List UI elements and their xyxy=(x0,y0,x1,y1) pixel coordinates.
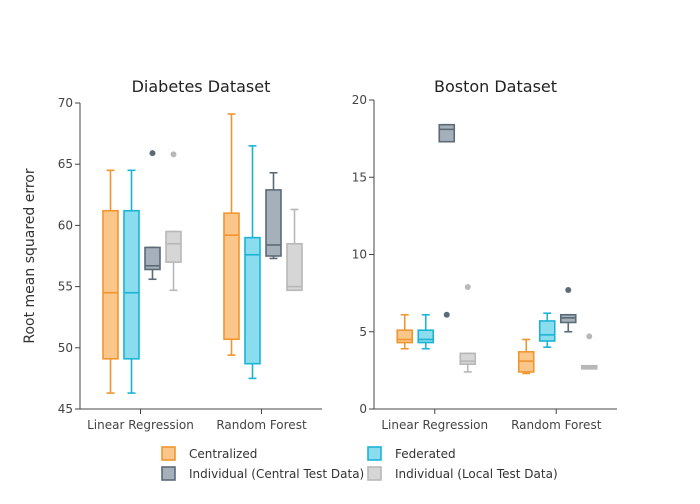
box-iqr xyxy=(459,352,477,365)
box-federated xyxy=(417,313,435,350)
box-iqr xyxy=(438,123,456,143)
outlier-point xyxy=(170,151,177,158)
legend-item: Centralized xyxy=(161,446,257,461)
chart-title: Diabetes Dataset xyxy=(132,77,271,96)
y-tick-label: 45 xyxy=(58,402,73,416)
box-iqr xyxy=(538,320,556,342)
box-federated xyxy=(538,312,556,349)
y-tick-label: 65 xyxy=(58,157,73,171)
box-centralized xyxy=(102,169,119,394)
y-tick-label: 15 xyxy=(352,170,367,184)
chart-panel-1: Diabetes Dataset 45 50 55 60 65 70 Root mean sq… xyxy=(22,77,322,432)
y-tick-label: 50 xyxy=(58,341,73,355)
y-tick-label: 55 xyxy=(58,280,73,294)
box-individual-local-test-data xyxy=(459,283,477,373)
box-individual-local-test-data xyxy=(286,208,303,292)
outlier-point xyxy=(565,287,572,294)
y-axis-label: Root mean squared error xyxy=(22,168,38,343)
legend-item: Federated xyxy=(367,446,456,461)
box-centralized xyxy=(396,313,414,350)
box-centralized xyxy=(517,338,535,375)
box-iqr xyxy=(165,230,182,263)
box-individual-central-test-data xyxy=(438,123,456,318)
outlier-point xyxy=(149,150,156,157)
box-iqr xyxy=(123,209,140,360)
box-individual-central-test-data xyxy=(144,150,161,281)
chart-panel-2: Boston Dataset 0 5 10 15 20 Linear Regression R… xyxy=(352,77,617,432)
y-tick-label: 70 xyxy=(58,96,73,110)
outlier-point xyxy=(586,333,593,340)
box-individual-local-test-data xyxy=(580,333,598,370)
box-iqr xyxy=(396,329,414,344)
legend-swatch xyxy=(161,466,176,481)
legend-label: Federated xyxy=(395,447,456,461)
y-tick-label: 10 xyxy=(352,248,367,262)
box-iqr xyxy=(244,236,261,365)
box-iqr xyxy=(286,242,303,292)
legend: Centralized Federated Individual (Central … xyxy=(161,446,558,481)
x-tick-label: Random Forest xyxy=(511,418,602,432)
box-federated xyxy=(244,145,261,380)
box-federated xyxy=(123,169,140,394)
y-tick-label: 0 xyxy=(359,402,367,416)
legend-item: Individual (Central Test Data) xyxy=(161,466,364,481)
x-tick-label: Linear Regression xyxy=(381,418,488,432)
y-tick-label: 5 xyxy=(359,325,367,339)
box-individual-central-test-data xyxy=(559,287,577,333)
legend-swatch xyxy=(161,446,176,461)
box-centralized xyxy=(223,113,240,356)
box-iqr xyxy=(417,329,435,344)
legend-label: Individual (Central Test Data) xyxy=(189,467,364,481)
legend-item: Individual (Local Test Data) xyxy=(367,466,558,481)
x-tick-label: Random Forest xyxy=(216,418,307,432)
box-iqr xyxy=(102,209,119,360)
legend-swatch xyxy=(367,466,382,481)
box-iqr xyxy=(265,189,282,257)
outlier-point xyxy=(464,283,471,290)
box-iqr xyxy=(144,246,161,271)
box-iqr xyxy=(223,212,240,341)
y-tick-label: 60 xyxy=(58,218,73,232)
legend-label: Individual (Local Test Data) xyxy=(395,467,558,481)
x-tick-label: Linear Regression xyxy=(87,418,194,432)
legend-label: Centralized xyxy=(189,447,257,461)
y-tick-label: 20 xyxy=(352,93,367,107)
legend-swatch xyxy=(367,446,382,461)
chart-title: Boston Dataset xyxy=(434,77,557,96)
box-individual-central-test-data xyxy=(265,171,282,260)
box-individual-local-test-data xyxy=(165,151,182,292)
outlier-point xyxy=(443,311,450,318)
